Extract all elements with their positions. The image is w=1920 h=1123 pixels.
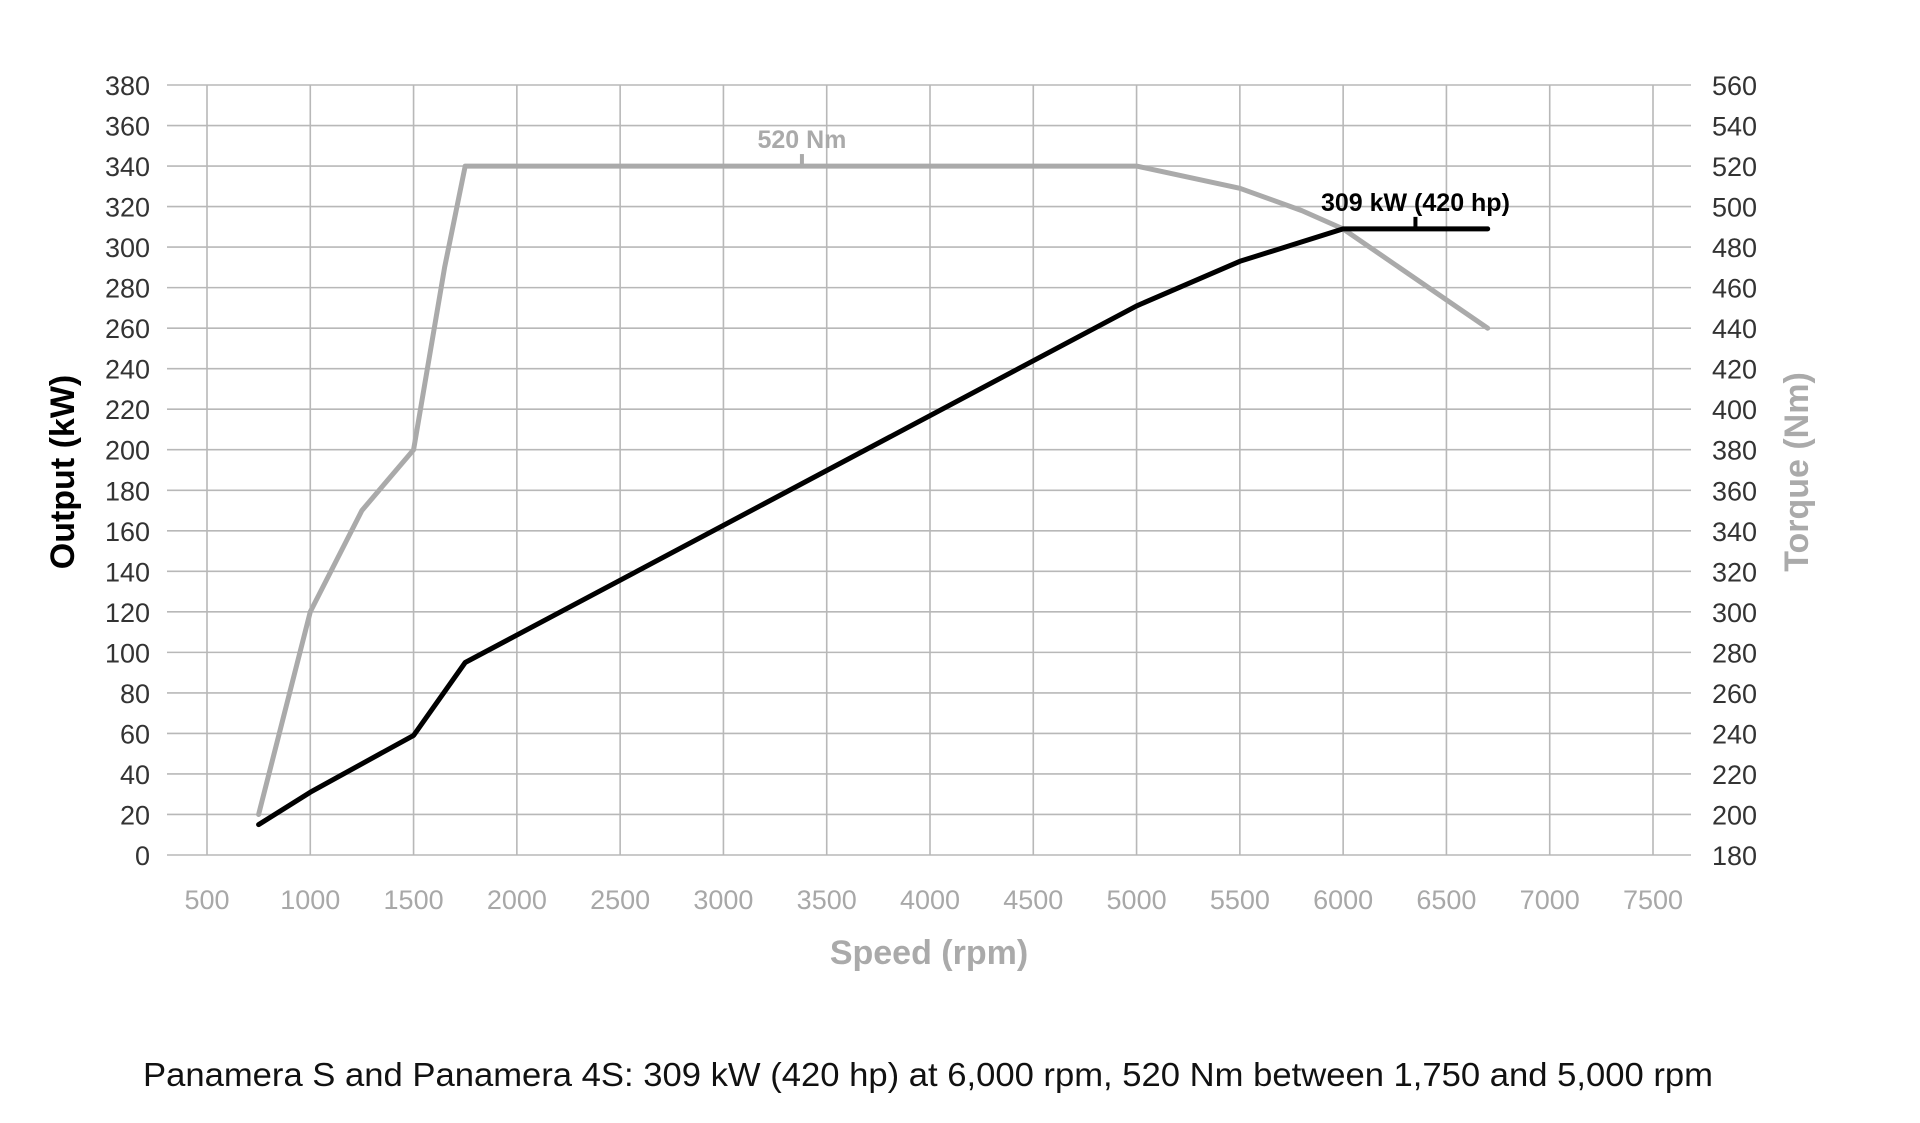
y2-tick-label: 260 [1712, 679, 1757, 709]
x-tick-label: 6500 [1416, 885, 1476, 915]
y-tick-label: 300 [105, 233, 150, 263]
y2-tick-label: 380 [1712, 436, 1757, 466]
y2-tick-label: 460 [1712, 274, 1757, 304]
series-line-output [256, 226, 1491, 828]
annotations: 520 Nm 309 kW (420 hp) [757, 126, 1510, 229]
y-tick-label: 340 [105, 152, 150, 182]
y-tick-label: 0 [135, 841, 150, 871]
x-tick-label: 1000 [280, 885, 340, 915]
y2-tick-label: 340 [1712, 517, 1757, 547]
y2-tick-label: 240 [1712, 719, 1757, 749]
x-tick-label: 3500 [797, 885, 857, 915]
y-tick-label: 360 [105, 112, 150, 142]
x-tick-label: 4500 [1003, 885, 1063, 915]
y2-tick-label: 560 [1712, 71, 1757, 101]
y-tick-label: 260 [105, 314, 150, 344]
y-tick-label: 280 [105, 274, 150, 304]
x-tick-label: 5500 [1210, 885, 1270, 915]
y-tick-label: 20 [120, 800, 150, 830]
y2-tick-label: 200 [1712, 800, 1757, 830]
x-tick-label: 5000 [1107, 885, 1167, 915]
y2-tick-label: 180 [1712, 841, 1757, 871]
y-tick-label: 100 [105, 638, 150, 668]
annotation-label: 309 kW (420 hp) [1321, 189, 1510, 217]
x-tick-label: 1500 [384, 885, 444, 915]
y-tick-label: 180 [105, 476, 150, 506]
y-tick-label: 40 [120, 760, 150, 790]
y2-tick-label: 400 [1712, 395, 1757, 425]
annotation-label: 520 Nm [757, 126, 846, 154]
y2-tick-label: 520 [1712, 152, 1757, 182]
y2-tick-label: 360 [1712, 476, 1757, 506]
y2-tick-label: 480 [1712, 233, 1757, 263]
y-axis-label: Output (kW) [44, 375, 82, 570]
y2-axis-label: Torque (Nm) [1778, 372, 1816, 572]
y-tick-label: 200 [105, 436, 150, 466]
chart-caption: Panamera S and Panamera 4S: 309 kW (420 … [143, 1056, 1713, 1093]
y2-tick-label: 420 [1712, 355, 1757, 385]
y-tick-label: 160 [105, 517, 150, 547]
x-tick-label: 7000 [1520, 885, 1580, 915]
y-tick-label: 240 [105, 355, 150, 385]
y2-tick-label: 320 [1712, 557, 1757, 587]
x-tick-label: 500 [184, 885, 229, 915]
y-tick-label: 60 [120, 719, 150, 749]
x-tick-label: 7500 [1623, 885, 1683, 915]
y2-tick-label: 220 [1712, 760, 1757, 790]
y-tick-label: 120 [105, 598, 150, 628]
x-axis-label: Speed (rpm) [830, 934, 1028, 972]
y2-tick-label: 500 [1712, 193, 1757, 223]
series-lines [256, 163, 1491, 828]
x-tick-label: 2000 [487, 885, 547, 915]
y2-tick-label: 440 [1712, 314, 1757, 344]
y-tick-label: 80 [120, 679, 150, 709]
series-line-torque [256, 163, 1491, 817]
y2-tick-label: 300 [1712, 598, 1757, 628]
y-tick-label: 380 [105, 71, 150, 101]
y-tick-label: 320 [105, 193, 150, 223]
x-tick-label: 3000 [693, 885, 753, 915]
y2-tick-label: 540 [1712, 112, 1757, 142]
tick-labels: 0 180 20 200 40 220 60 240 80 260 100 280 120 300 140 3… [105, 71, 1757, 915]
y-tick-label: 140 [105, 557, 150, 587]
y2-tick-label: 280 [1712, 638, 1757, 668]
x-tick-label: 4000 [900, 885, 960, 915]
y-tick-label: 220 [105, 395, 150, 425]
x-tick-label: 6000 [1313, 885, 1373, 915]
x-tick-label: 2500 [590, 885, 650, 915]
